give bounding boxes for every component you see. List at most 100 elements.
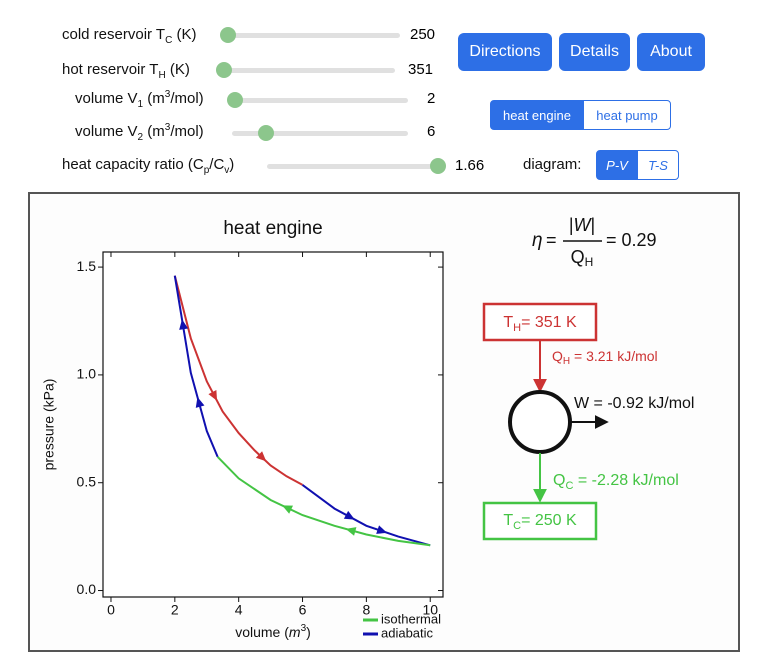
text: (m bbox=[143, 123, 165, 140]
slider-track[interactable] bbox=[222, 68, 395, 73]
t: T bbox=[503, 314, 513, 331]
diagram-option[interactable]: T-S bbox=[637, 150, 679, 180]
text: /mol) bbox=[170, 90, 204, 107]
y-tick-label: 0.5 bbox=[77, 473, 97, 489]
text: hot reservoir T bbox=[62, 61, 159, 78]
slider-label: volume V2 (m3/mol) bbox=[75, 122, 204, 143]
x-axis-label-part: ) bbox=[306, 624, 311, 640]
text: 3 bbox=[164, 122, 171, 133]
text: 2 bbox=[137, 132, 144, 143]
mode-option[interactable]: heat engine bbox=[490, 100, 584, 130]
rest: = 250 K bbox=[521, 512, 577, 529]
efficiency: η = |W| QH = 0.29 bbox=[532, 215, 657, 269]
x-tick-label: 6 bbox=[299, 602, 307, 618]
sub: C bbox=[513, 520, 521, 532]
w: W bbox=[574, 215, 593, 235]
y-tick-label: 1.0 bbox=[77, 366, 97, 382]
engine bbox=[508, 390, 572, 454]
q: Q bbox=[552, 348, 563, 364]
text: ) bbox=[229, 156, 235, 173]
hot-label: TH= 351 K bbox=[503, 314, 577, 334]
slider-value: 1.66 bbox=[455, 157, 485, 174]
details-button[interactable]: Details bbox=[559, 33, 630, 71]
rest: = -2.28 kJ/mol bbox=[573, 472, 678, 489]
directions-button[interactable]: Directions bbox=[458, 33, 552, 71]
text: heat capacity ratio (C bbox=[62, 156, 204, 173]
slider-track[interactable] bbox=[235, 98, 408, 103]
q: Q bbox=[553, 472, 565, 489]
curve bbox=[216, 456, 431, 547]
sub: H bbox=[585, 255, 594, 269]
slider-thumb[interactable] bbox=[227, 92, 243, 108]
slider-track[interactable] bbox=[228, 33, 400, 38]
curve bbox=[301, 484, 431, 547]
sub: C bbox=[565, 480, 573, 492]
legend-label: isothermal bbox=[381, 611, 441, 626]
direction-arrow bbox=[343, 510, 355, 520]
diagram-label: diagram: bbox=[523, 156, 582, 173]
text: p bbox=[203, 165, 210, 176]
slider-value: 6 bbox=[427, 123, 436, 140]
sub: H bbox=[563, 356, 570, 367]
diagram-option[interactable]: P-V bbox=[596, 150, 638, 180]
work-label: W = -0.92 kJ/mol bbox=[574, 395, 694, 412]
eta-value: = 0.29 bbox=[606, 230, 657, 250]
slider-track[interactable] bbox=[232, 131, 408, 136]
direction-arrow bbox=[376, 525, 388, 534]
text: /C bbox=[209, 156, 225, 173]
t: T bbox=[503, 512, 513, 529]
x-tick-label: 4 bbox=[235, 602, 243, 618]
q-hot-label: QH = 3.21 kJ/mol bbox=[552, 348, 658, 367]
x-tick-label: 10 bbox=[422, 602, 438, 618]
text: 1 bbox=[137, 99, 144, 110]
x-axis-label: volume (m3) bbox=[235, 623, 311, 640]
numerator: |W| bbox=[569, 215, 595, 235]
rest: = 351 K bbox=[521, 314, 577, 331]
slider-label: volume V1 (m3/mol) bbox=[75, 89, 204, 110]
text: cold reservoir T bbox=[62, 26, 166, 43]
q-cold-label: QC = -2.28 kJ/mol bbox=[553, 472, 679, 492]
direction-arrow bbox=[282, 505, 294, 514]
slider-label: hot reservoir TH (K) bbox=[62, 61, 190, 81]
legend-label: adiabatic bbox=[381, 625, 434, 640]
slider-thumb[interactable] bbox=[258, 125, 274, 141]
hot-box bbox=[482, 302, 598, 342]
text: (K) bbox=[165, 61, 190, 78]
slider-thumb[interactable] bbox=[216, 62, 232, 78]
x-axis-label-part: 3 bbox=[301, 623, 307, 634]
eta-eq: = bbox=[546, 230, 557, 250]
chart-title: heat engine bbox=[223, 218, 322, 239]
energy-diagram: TH= 351 K QH = 3.21 kJ/mol W = -0.92 kJ/… bbox=[482, 302, 694, 541]
y-axis-label: pressure (kPa) bbox=[41, 379, 57, 471]
cold-box bbox=[482, 501, 598, 541]
text: H bbox=[158, 70, 166, 81]
plot: heat engine 0 2 4 6 8 10 0.0 0.5 1.0 1.5 pressure (… bbox=[41, 218, 444, 640]
plot-frame bbox=[102, 251, 444, 598]
cold-label: TC= 250 K bbox=[503, 512, 577, 532]
slider-value: 2 bbox=[427, 90, 436, 107]
text: (K) bbox=[172, 26, 197, 43]
x-axis-label-part: m bbox=[289, 624, 301, 640]
slider-thumb[interactable] bbox=[430, 158, 446, 174]
bar: | bbox=[591, 215, 596, 235]
x-tick-label: 2 bbox=[171, 602, 179, 618]
x-axis-label-part: volume ( bbox=[235, 624, 289, 640]
bar: | bbox=[569, 215, 574, 235]
slider-thumb[interactable] bbox=[220, 27, 236, 43]
y-tick-label: 1.5 bbox=[77, 258, 97, 274]
y-tick-label: 0.0 bbox=[77, 581, 97, 597]
text: /mol) bbox=[170, 123, 204, 140]
text: volume V bbox=[75, 90, 138, 107]
slider-label: heat capacity ratio (Cp/Cv) bbox=[62, 156, 234, 176]
direction-arrow bbox=[208, 389, 218, 401]
about-button[interactable]: About bbox=[637, 33, 705, 71]
slider-track[interactable] bbox=[267, 164, 438, 169]
mode-option[interactable]: heat pump bbox=[583, 100, 671, 130]
direction-arrow bbox=[345, 527, 357, 536]
x-tick-label: 0 bbox=[107, 602, 115, 618]
curve bbox=[173, 275, 303, 486]
x-tick-label: 8 bbox=[362, 602, 370, 618]
q: Q bbox=[571, 247, 585, 267]
